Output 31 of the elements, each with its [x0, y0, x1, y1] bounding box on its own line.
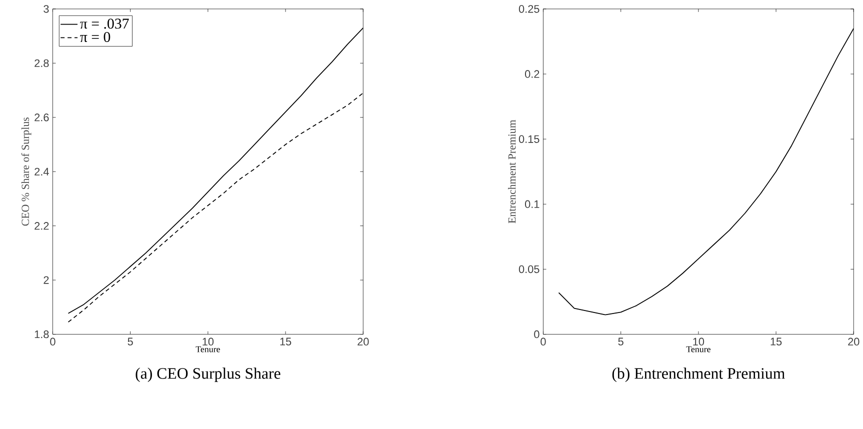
x-tick-label: 15 [280, 338, 292, 346]
x-tick-label: 20 [848, 338, 860, 346]
x-tick-label: 20 [358, 338, 369, 346]
x-tick-label: 15 [770, 338, 782, 346]
y-tick-label: 0.05 [518, 265, 540, 274]
y-axis-title: Entrenchment Premium [508, 120, 516, 224]
x-tick-label: 10 [693, 338, 704, 346]
legend-label: π = .037 [80, 18, 129, 29]
x-tick-label: 10 [202, 338, 214, 346]
x-tick-label: 5 [128, 338, 133, 346]
y-tick-label: 0.25 [518, 5, 540, 13]
y-tick-label: 2.4 [34, 168, 49, 176]
x-axis-title: Tenure [196, 346, 220, 352]
y-tick-label: 1.8 [34, 330, 49, 338]
text: (a) CEO Surplus Share [136, 368, 280, 382]
y-tick-label: 3 [44, 5, 49, 13]
y-tick-label: 0.15 [518, 135, 540, 144]
x-tick-label: 5 [618, 338, 624, 346]
y-tick-label: 0.1 [524, 200, 540, 208]
text: (b) Entrenchment Premium [612, 368, 785, 382]
y-tick-label: 0.2 [524, 70, 540, 78]
x-axis-title: Tenure [686, 346, 710, 352]
y-tick-label: 2.6 [34, 114, 49, 122]
y-tick-label: 2 [44, 276, 49, 284]
y-tick-label: 2.2 [34, 222, 49, 230]
y-tick-label: 0 [534, 330, 540, 338]
x-tick-label: 0 [50, 338, 56, 346]
x-tick-label: 0 [540, 338, 546, 346]
y-tick-label: 2.8 [34, 59, 49, 68]
legend-label: π = 0 [80, 32, 110, 42]
y-axis-title: CEO % Share of Surplus [21, 118, 32, 226]
